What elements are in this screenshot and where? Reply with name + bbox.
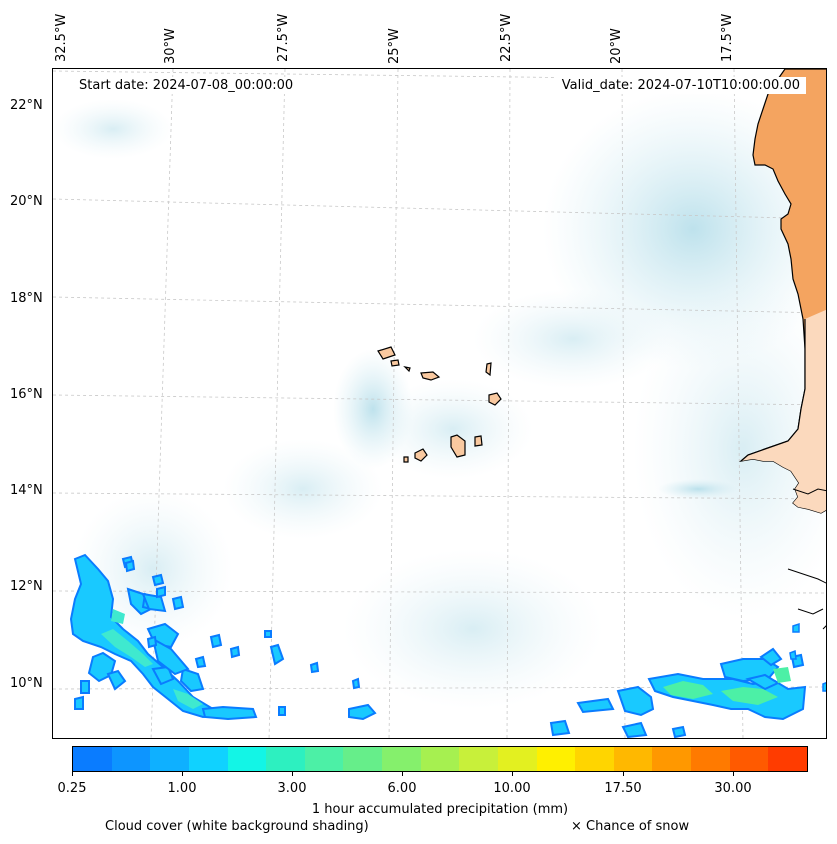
lat-label-20n: 20°N: [10, 194, 43, 209]
lon-label-20w: 20°W: [609, 28, 624, 64]
colorbar-segment: [382, 747, 421, 771]
colorbar-segment: [613, 747, 653, 771]
precipitation-sw: [69, 553, 377, 721]
lat-label-12n: 12°N: [10, 579, 43, 594]
map-canvas: [53, 69, 826, 738]
precipitation-colorbar: [72, 746, 808, 772]
valid-date-label: Valid_date: 2024-07-10T10:00:00.00: [555, 77, 806, 94]
colorbar-segment: [536, 747, 576, 771]
colorbar-tick-label: 17.50: [604, 781, 642, 796]
colorbar-segment: [768, 747, 807, 771]
lat-label-14n: 14°N: [10, 483, 43, 498]
lon-label-25w: 25°W: [387, 28, 402, 64]
lat-label-18n: 18°N: [10, 291, 43, 306]
precipitation-sw-core: [101, 609, 203, 709]
colorbar-tick-label: 30.00: [714, 781, 752, 796]
colorbar-tick-label: 6.00: [387, 781, 417, 796]
colorbar-segment: [652, 747, 691, 771]
colorbar-segment: [459, 747, 498, 771]
colorbar-tick-label: 10.00: [493, 781, 531, 796]
map-panel[interactable]: Start date: 2024-07-08_00:00:00 Valid_da…: [52, 68, 827, 739]
colorbar-segment: [227, 747, 267, 771]
precipitation-se-core: [663, 667, 791, 705]
colorbar-tick-label: 3.00: [277, 781, 307, 796]
lon-label-22-5w: 22.5°W: [499, 13, 514, 62]
lat-label-22n: 22°N: [10, 98, 43, 113]
africa-lowland: [741, 309, 826, 513]
colorbar-segment: [729, 747, 769, 771]
start-date-label: Start date: 2024-07-08_00:00:00: [73, 77, 300, 94]
lat-label-10n: 10°N: [10, 676, 43, 691]
colorbar-segment: [266, 747, 305, 771]
lat-label-16n: 16°N: [10, 387, 43, 402]
colorbar-label: 1 hour accumulated precipitation (mm): [311, 802, 569, 817]
colorbar-segment: [691, 747, 730, 771]
precipitation-scattered: [789, 622, 826, 692]
colorbar-segment: [575, 747, 614, 771]
colorbar-segment: [73, 747, 112, 771]
lon-label-30w: 30°W: [163, 28, 178, 64]
colorbar-segment: [420, 747, 460, 771]
lon-label-17-5w: 17.5°W: [720, 13, 735, 62]
cloud-cover-note: Cloud cover (white background shading): [105, 819, 369, 834]
cloud-cover-shading: [53, 89, 826, 709]
lon-label-27-5w: 27.5°W: [276, 13, 291, 62]
colorbar-tick-label: 0.25: [57, 781, 87, 796]
lon-label-32-5w: 32.5°W: [54, 13, 69, 62]
colorbar-segment: [343, 747, 382, 771]
colorbar-segment: [497, 747, 537, 771]
colorbar-segment: [111, 747, 151, 771]
colorbar-tick-label: 1.00: [167, 781, 197, 796]
cape-verde-islands: [377, 346, 502, 463]
colorbar-segment: [304, 747, 344, 771]
colorbar-segment: [188, 747, 228, 771]
snow-chance-note: × Chance of snow: [571, 819, 690, 834]
colorbar-segment: [150, 747, 189, 771]
